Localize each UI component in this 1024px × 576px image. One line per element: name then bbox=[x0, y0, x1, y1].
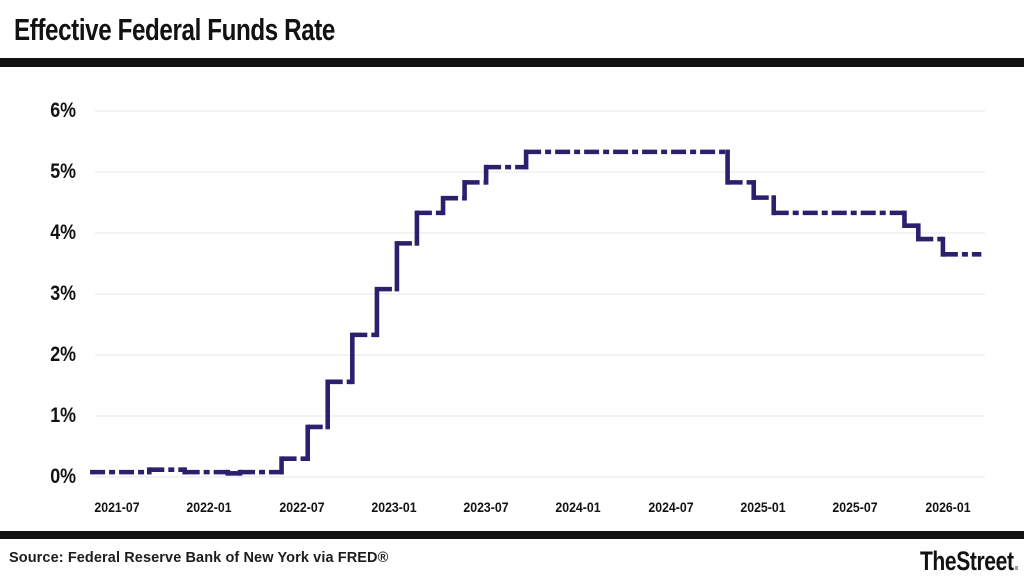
page-title: Effective Federal Funds Rate bbox=[14, 12, 426, 48]
x-axis-label-2024-07: 2024-07 bbox=[648, 499, 694, 515]
y-axis-label-6%: 6% bbox=[50, 99, 76, 122]
x-axis-label-2022-01: 2022-01 bbox=[186, 499, 232, 515]
y-axis-label-4%: 4% bbox=[50, 221, 76, 244]
y-axis-label-3%: 3% bbox=[50, 282, 76, 305]
y-axis-label-1%: 1% bbox=[50, 404, 76, 427]
page-title-text: Effective Federal Funds Rate bbox=[14, 12, 335, 47]
rate-step-line bbox=[90, 149, 982, 476]
thestreet-logo-dot: . bbox=[1013, 546, 1020, 576]
x-axis-label-2026-01: 2026-01 bbox=[924, 499, 971, 515]
y-axis-label-5%: 5% bbox=[50, 160, 76, 183]
x-axis-label-2025-07: 2025-07 bbox=[832, 499, 878, 515]
x-axis-label-2023-01: 2023-01 bbox=[371, 499, 417, 515]
thestreet-logo: TheStreet. bbox=[892, 546, 1019, 576]
x-axis-label-2021-07: 2021-07 bbox=[94, 499, 140, 515]
x-axis-label-2024-01: 2024-01 bbox=[555, 499, 601, 515]
x-axis-label-2025-01: 2025-01 bbox=[740, 499, 786, 515]
x-axis-label-2022-07: 2022-07 bbox=[278, 499, 325, 515]
x-axis-label-2023-07: 2023-07 bbox=[463, 499, 509, 515]
gridlines bbox=[95, 110, 985, 478]
y-axis-label-2%: 2% bbox=[50, 343, 76, 366]
y-axis-label-0%: 0% bbox=[50, 465, 76, 488]
thestreet-logo-text: TheStreet bbox=[919, 546, 1014, 576]
bottom-divider-bar bbox=[0, 531, 1024, 539]
top-divider-bar bbox=[0, 58, 1024, 67]
source-attribution: Source: Federal Reserve Bank of New York… bbox=[9, 550, 389, 566]
